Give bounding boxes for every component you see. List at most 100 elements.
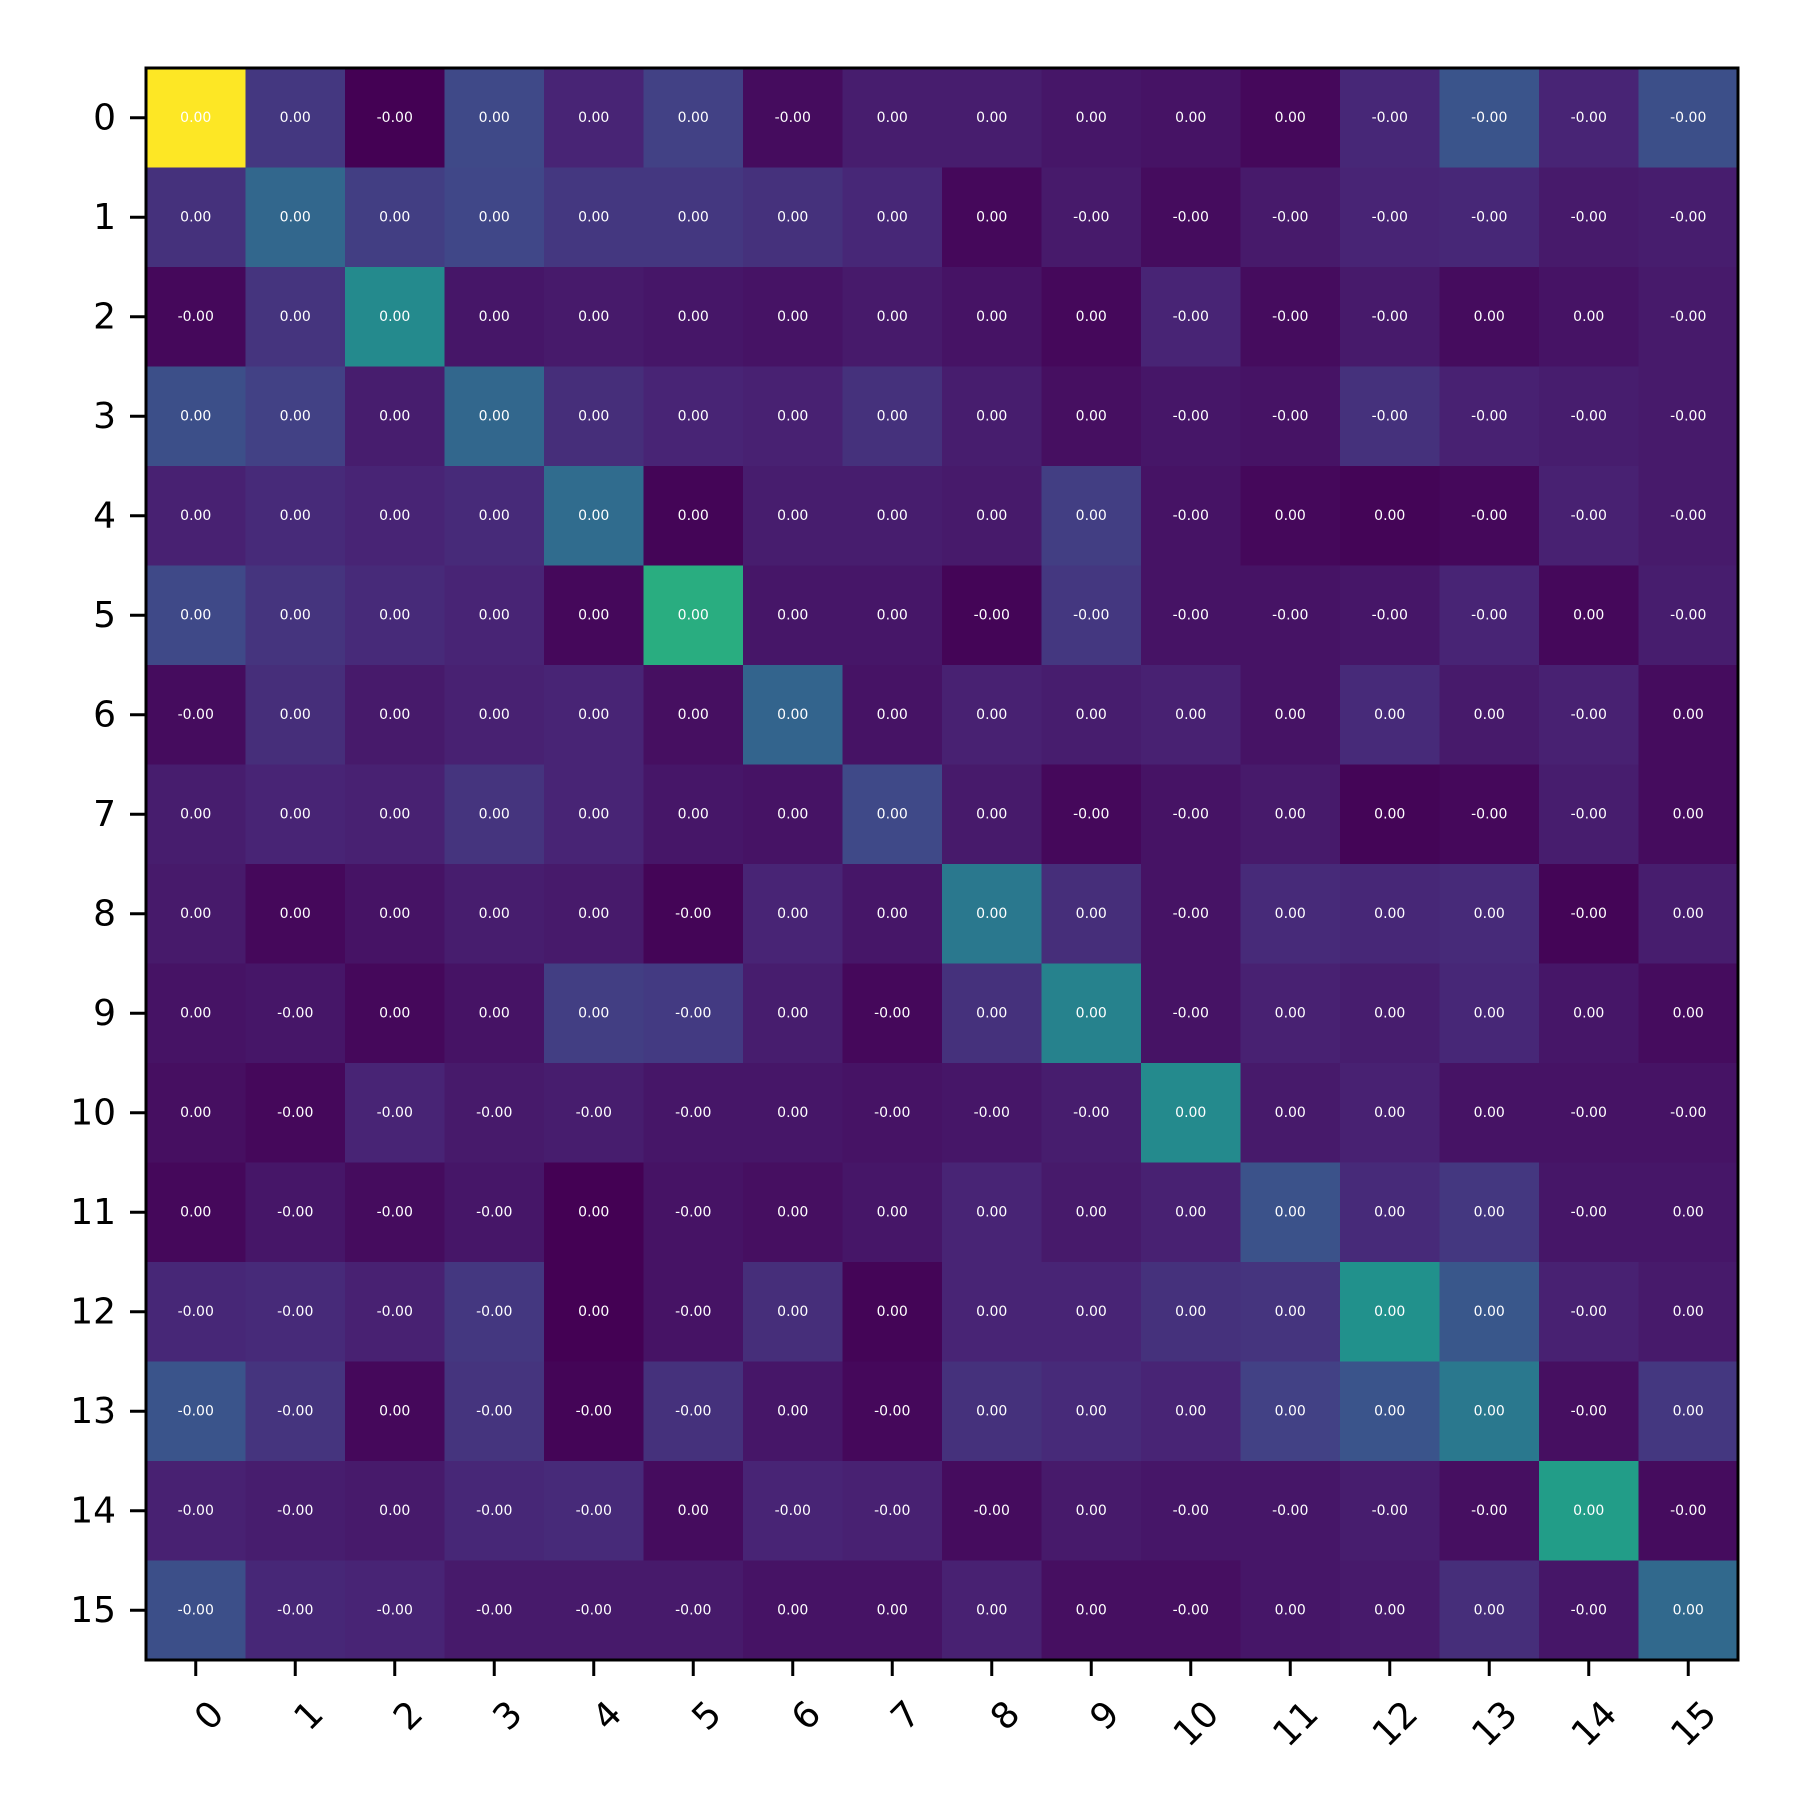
- cell-value-label: 0.00: [877, 1204, 908, 1220]
- cell-value-label: 0.00: [180, 508, 211, 524]
- heatmap-cell: [1240, 963, 1341, 1064]
- heatmap-cell: [1439, 764, 1540, 865]
- heatmap-cell: [1439, 366, 1540, 467]
- cell-value-label: 0.00: [1076, 906, 1107, 922]
- cell-value-label: 0.00: [777, 1304, 808, 1320]
- heatmap-cell: [146, 1560, 246, 1661]
- heatmap-cell: [444, 267, 545, 367]
- cell-value-label: 0.00: [379, 1503, 410, 1519]
- heatmap-cell: [1638, 1063, 1739, 1163]
- heatmap-cell: [245, 864, 346, 964]
- heatmap-cell: [643, 1162, 744, 1263]
- heatmap-cell: [544, 864, 644, 964]
- heatmap-cell: [1340, 1262, 1440, 1362]
- cell-value-label: -0.00: [675, 1005, 711, 1021]
- x-tick-label: 7: [884, 1693, 929, 1738]
- cell-value-label: 0.00: [578, 508, 609, 524]
- heatmap-cell: [942, 466, 1042, 566]
- cell-value-label: 0.00: [379, 707, 410, 723]
- heatmap-cell: [643, 1063, 744, 1163]
- heatmap-cell: [245, 665, 346, 765]
- heatmap-cell: [1439, 68, 1540, 168]
- cell-value-label: 0.00: [1673, 1304, 1704, 1320]
- cell-value-label: 0.00: [1673, 806, 1704, 822]
- cell-value-label: -0.00: [1073, 806, 1109, 822]
- heatmap-cell: [544, 1560, 644, 1661]
- cell-value-label: 0.00: [877, 906, 908, 922]
- cell-value-label: 0.00: [877, 806, 908, 822]
- heatmap-cell: [942, 963, 1042, 1064]
- heatmap-cell: [444, 864, 545, 964]
- cell-value-label: 0.00: [280, 707, 311, 723]
- y-tick-label: 15: [70, 1590, 116, 1631]
- heatmap-cell: [345, 267, 445, 367]
- cell-value-label: -0.00: [1571, 1602, 1607, 1618]
- cell-value-label: -0.00: [675, 1403, 711, 1419]
- cell-value-label: -0.00: [874, 1403, 910, 1419]
- heatmap-cell: [942, 1262, 1042, 1362]
- cell-value-label: 0.00: [877, 607, 908, 623]
- cell-value-label: 0.00: [578, 1204, 609, 1220]
- heatmap-cell: [544, 1461, 644, 1561]
- heatmap-cell: [1240, 665, 1341, 765]
- heatmap-cell: [643, 68, 744, 168]
- cell-value-label: -0.00: [1372, 309, 1408, 325]
- heatmap-cell: [345, 466, 445, 566]
- heatmap-cell: [245, 963, 346, 1064]
- heatmap-cell: [1041, 466, 1142, 566]
- cell-value-label: -0.00: [1173, 1503, 1209, 1519]
- heatmap-cell: [1141, 1162, 1241, 1263]
- heatmap-cell: [245, 1063, 346, 1163]
- heatmap-cell: [1539, 167, 1639, 268]
- heatmap-cell: [1539, 864, 1639, 964]
- cell-value-label: 0.00: [578, 906, 609, 922]
- cell-value-label: -0.00: [377, 110, 413, 126]
- cell-value-label: -0.00: [277, 1602, 313, 1618]
- cell-value-label: 0.00: [1275, 508, 1306, 524]
- heatmap-cell: [1041, 1461, 1142, 1561]
- heatmap-cell: [1439, 1560, 1540, 1661]
- cell-value-label: 0.00: [877, 1304, 908, 1320]
- heatmap-cell: [146, 565, 246, 666]
- heatmap-cell: [842, 565, 943, 666]
- heatmap-cell: [1240, 1063, 1341, 1163]
- y-tick-label: 9: [93, 993, 116, 1034]
- cell-value-label: -0.00: [1571, 707, 1607, 723]
- heatmap-cell: [1240, 565, 1341, 666]
- heatmap-cell: [544, 1063, 644, 1163]
- heatmap-cell: [1439, 1262, 1540, 1362]
- cell-value-label: 0.00: [1275, 806, 1306, 822]
- heatmap-cell: [345, 1063, 445, 1163]
- heatmap-cell: [345, 864, 445, 964]
- cell-value-label: 0.00: [1175, 1204, 1206, 1220]
- cell-value-label: 0.00: [1076, 508, 1107, 524]
- heatmap-cell: [1240, 864, 1341, 964]
- heatmap-cell: [942, 665, 1042, 765]
- heatmap-cell: [1638, 1162, 1739, 1263]
- heatmap-cell: [1041, 1063, 1142, 1163]
- heatmap-cell: [743, 1063, 843, 1163]
- heatmap-cell: [1240, 1361, 1341, 1462]
- heatmap-cell: [942, 764, 1042, 865]
- cell-value-label: 0.00: [180, 408, 211, 424]
- cell-value-label: -0.00: [675, 1105, 711, 1121]
- heatmap-cell: [444, 167, 545, 268]
- cell-value-label: 0.00: [777, 1204, 808, 1220]
- cell-value-label: -0.00: [874, 1005, 910, 1021]
- cell-value-label: 0.00: [180, 1105, 211, 1121]
- heatmap-cell: [444, 366, 545, 467]
- cell-value-label: -0.00: [1670, 1503, 1706, 1519]
- cell-value-label: -0.00: [675, 906, 711, 922]
- cell-value-label: 0.00: [976, 707, 1007, 723]
- x-tick-label: 14: [1564, 1693, 1625, 1754]
- heatmap-cell: [1041, 1361, 1142, 1462]
- cell-value-label: -0.00: [576, 1403, 612, 1419]
- cell-value-label: -0.00: [874, 1105, 910, 1121]
- cell-value-label: 0.00: [976, 309, 1007, 325]
- cell-value-label: -0.00: [675, 1204, 711, 1220]
- heatmap-cell: [1638, 466, 1739, 566]
- cell-value-label: 0.00: [578, 1005, 609, 1021]
- cell-value-label: 0.00: [1076, 110, 1107, 126]
- heatmap-cell: [643, 1461, 744, 1561]
- cell-value-label: -0.00: [1471, 806, 1507, 822]
